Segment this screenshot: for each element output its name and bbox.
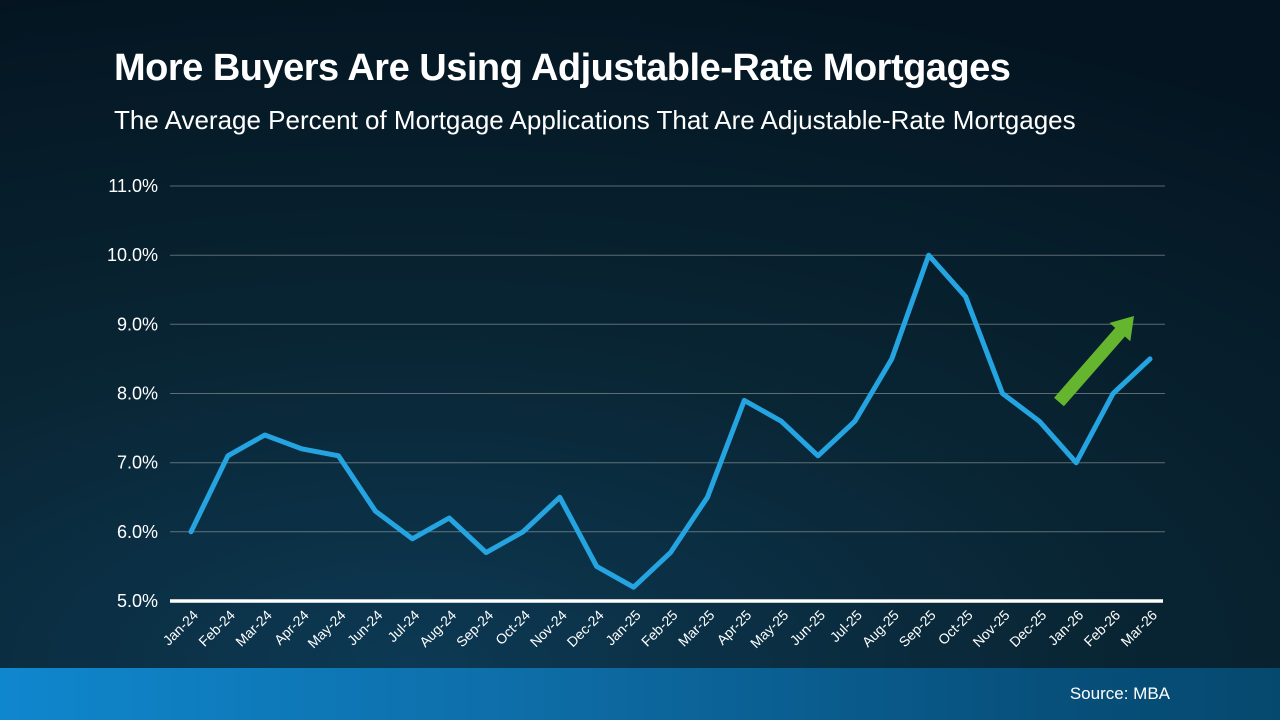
x-axis-label: Jun-25 (787, 607, 829, 649)
x-axis-label: Oct-25 (935, 607, 976, 648)
x-axis-label: Dec-25 (1006, 607, 1049, 650)
y-axis-label: 6.0% (117, 522, 158, 542)
y-axis-label: 8.0% (117, 384, 158, 404)
y-axis-label: 7.0% (117, 453, 158, 473)
y-axis-label: 5.0% (117, 591, 158, 611)
x-axis-label: Mar-24 (232, 607, 275, 650)
series-line (188, 252, 1153, 590)
x-axis-label: Feb-26 (1081, 607, 1124, 650)
x-axis-label: Oct-24 (492, 607, 533, 648)
x-axis-label: Feb-24 (195, 607, 238, 650)
x-axis-label: Sep-25 (896, 607, 939, 650)
x-axis-label: Nov-24 (527, 607, 570, 650)
x-axis-label: Feb-25 (638, 607, 681, 650)
x-axis-label: May-24 (304, 607, 348, 651)
x-axis-label: Sep-24 (453, 607, 496, 650)
source-label: Source: MBA (1069, 684, 1170, 703)
x-axis-label: Nov-25 (969, 607, 1012, 650)
x-axis-label: Mar-25 (675, 607, 718, 650)
x-axis-label: Aug-25 (859, 607, 902, 650)
x-axis-label: Jan-24 (160, 607, 202, 649)
x-axis-label: Mar-26 (1117, 607, 1160, 650)
x-axis-label: Jan-25 (602, 607, 644, 649)
x-axis-label: Jan-26 (1045, 607, 1087, 649)
y-axis-label: 9.0% (117, 314, 158, 334)
x-axis-label: May-25 (747, 607, 791, 651)
x-axis-label: Aug-24 (416, 607, 459, 650)
chart-title: More Buyers Are Using Adjustable-Rate Mo… (114, 47, 1011, 89)
chart-subtitle: The Average Percent of Mortgage Applicat… (114, 105, 1076, 135)
x-axis-label: Jun-24 (344, 607, 386, 649)
y-axis-label: 10.0% (107, 245, 158, 265)
footer-bar: Source: MBA (0, 668, 1280, 720)
y-axis-label: 11.0% (108, 176, 158, 196)
x-axis-label: Dec-24 (564, 607, 607, 650)
trend-arrow (1054, 316, 1134, 407)
